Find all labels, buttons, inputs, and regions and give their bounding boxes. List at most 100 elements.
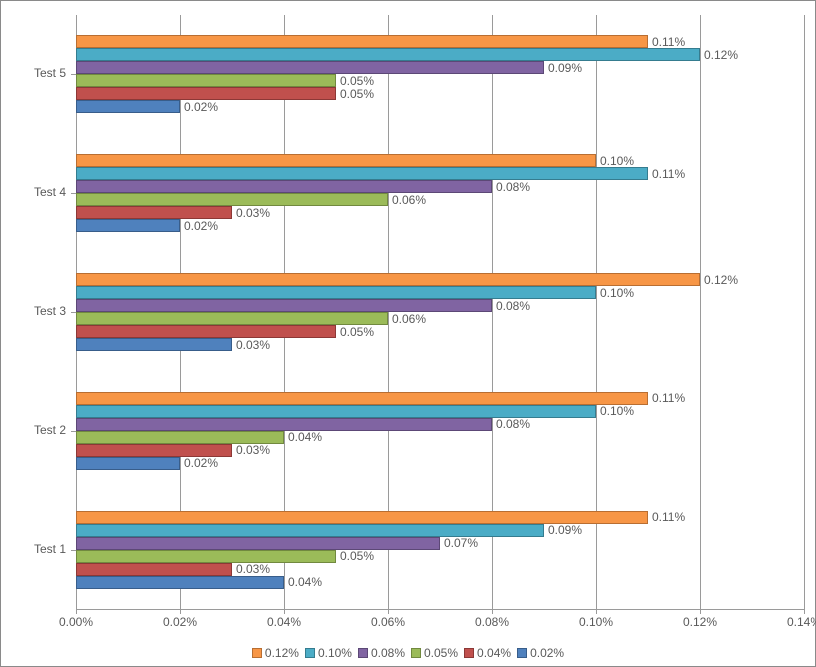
- bar: [76, 431, 284, 444]
- bar-group: 0.11% 0.12% 0.09% 0.05%0.05% 0.02%: [76, 35, 804, 113]
- bar-value-label: 0.10%: [600, 286, 634, 300]
- bar-value-label: 0.03%: [236, 338, 270, 352]
- y-tick-mark: [71, 312, 76, 313]
- bar: [76, 180, 492, 193]
- bar: [76, 206, 232, 219]
- bar-value-label: 0.12%: [704, 48, 738, 62]
- bar-value-label: 0.02%: [184, 100, 218, 114]
- x-tick-mark: [284, 609, 285, 614]
- x-tick-label: 0.14%: [787, 615, 816, 629]
- bar-value-label: 0.11%: [652, 510, 685, 524]
- legend-label: 0.10%: [318, 646, 352, 660]
- bar: [76, 87, 336, 100]
- bar: [76, 444, 232, 457]
- y-tick-label: Test 5: [34, 66, 66, 80]
- bar: [76, 576, 284, 589]
- y-tick-label: Test 4: [34, 185, 66, 199]
- bar: [76, 167, 648, 180]
- legend-swatch: [464, 648, 474, 658]
- bar-value-label: 0.11%: [652, 167, 685, 181]
- y-tick-mark: [71, 550, 76, 551]
- bar-value-label: 0.03%: [236, 562, 270, 576]
- bar: [76, 511, 648, 524]
- bar-value-label: 0.08%: [496, 299, 530, 313]
- legend-label: 0.02%: [530, 646, 564, 660]
- chart-frame: 0.11%0.09%0.07%0.05%0.03%0.04%0.11%0.10%…: [0, 0, 816, 667]
- bar: [76, 273, 700, 286]
- bar-value-label: 0.10%: [600, 154, 634, 168]
- x-tick-label: 0.06%: [371, 615, 405, 629]
- bar-value-label: 0.05%: [340, 87, 374, 101]
- bar-value-label: 0.06%: [392, 193, 426, 207]
- legend-item: 0.10%: [305, 646, 352, 660]
- legend-swatch: [411, 648, 421, 658]
- bar-value-label: 0.05%: [340, 325, 374, 339]
- bar-value-label: 0.07%: [444, 536, 478, 550]
- y-tick-mark: [71, 74, 76, 75]
- x-tick-label: 0.12%: [683, 615, 717, 629]
- bar: [76, 563, 232, 576]
- bar-value-label: 0.04%: [288, 430, 322, 444]
- bar-value-label: 0.02%: [184, 219, 218, 233]
- x-tick-label: 0.00%: [59, 615, 93, 629]
- bar-value-label: 0.05%: [340, 549, 374, 563]
- bar: [76, 154, 596, 167]
- x-tick-mark: [180, 609, 181, 614]
- legend: 0.12% 0.10% 0.08% 0.05% 0.04% 0.02%: [1, 646, 815, 660]
- legend-label: 0.05%: [424, 646, 458, 660]
- x-tick-mark: [388, 609, 389, 614]
- bar: [76, 312, 388, 325]
- bar: [76, 524, 544, 537]
- legend-label: 0.04%: [477, 646, 511, 660]
- bar: [76, 418, 492, 431]
- bar: [76, 35, 648, 48]
- bar-value-label: 0.04%: [288, 575, 322, 589]
- x-tick-mark: [700, 609, 701, 614]
- bar-value-label: 0.11%: [652, 35, 685, 49]
- bar-value-label: 0.09%: [548, 523, 582, 537]
- bar: [76, 550, 336, 563]
- bar: [76, 405, 596, 418]
- y-tick-mark: [71, 193, 76, 194]
- gridline: [804, 15, 805, 609]
- legend-item: 0.08%: [358, 646, 405, 660]
- bar: [76, 48, 700, 61]
- bar: [76, 74, 336, 87]
- legend-label: 0.12%: [265, 646, 299, 660]
- x-tick-mark: [596, 609, 597, 614]
- bar-group: 0.11%0.10%0.08%0.04%0.03%0.02%: [76, 392, 804, 470]
- x-tick-label: 0.10%: [579, 615, 613, 629]
- x-tick-mark: [492, 609, 493, 614]
- legend-label: 0.08%: [371, 646, 405, 660]
- bar: [76, 286, 596, 299]
- bar: [76, 100, 180, 113]
- y-tick-mark: [71, 431, 76, 432]
- bar-group: 0.10% 0.11% 0.08% 0.06% 0.03% 0.02%: [76, 154, 804, 232]
- bar-value-label: 0.03%: [236, 443, 270, 457]
- plot-area: 0.11%0.09%0.07%0.05%0.03%0.04%0.11%0.10%…: [76, 15, 804, 610]
- bar: [76, 193, 388, 206]
- y-tick-label: Test 3: [34, 304, 66, 318]
- legend-item: 0.05%: [411, 646, 458, 660]
- bar-value-label: 0.03%: [236, 206, 270, 220]
- x-tick-label: 0.08%: [475, 615, 509, 629]
- x-tick-mark: [76, 609, 77, 614]
- bar: [76, 219, 180, 232]
- bar: [76, 299, 492, 312]
- bar: [76, 61, 544, 74]
- y-tick-label: Test 1: [34, 542, 66, 556]
- bar: [76, 537, 440, 550]
- x-tick-label: 0.04%: [267, 615, 301, 629]
- bar-value-label: 0.11%: [652, 391, 685, 405]
- bar-value-label: 0.08%: [496, 417, 530, 431]
- bar: [76, 392, 648, 405]
- bar-value-label: 0.10%: [600, 404, 634, 418]
- bar-value-label: 0.05%: [340, 74, 374, 88]
- bar: [76, 457, 180, 470]
- legend-item: 0.04%: [464, 646, 511, 660]
- legend-item: 0.02%: [517, 646, 564, 660]
- legend-item: 0.12%: [252, 646, 299, 660]
- bar-value-label: 0.09%: [548, 61, 582, 75]
- bar-value-label: 0.08%: [496, 180, 530, 194]
- y-tick-label: Test 2: [34, 423, 66, 437]
